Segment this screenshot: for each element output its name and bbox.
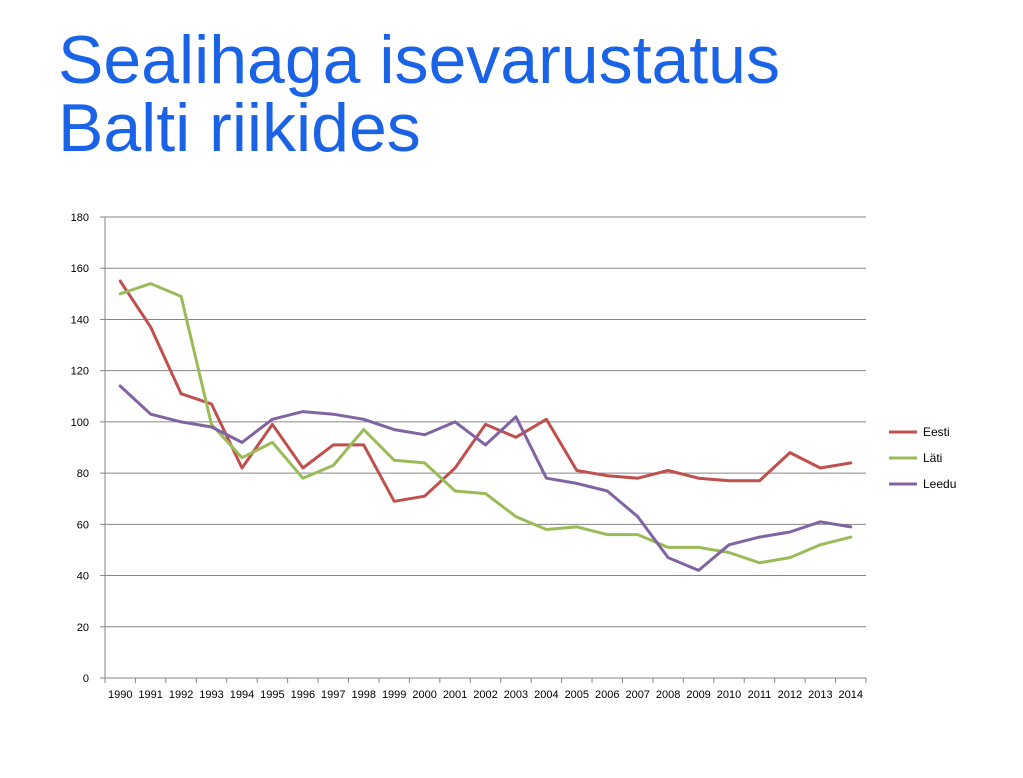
- x-tick-label: 1997: [321, 689, 345, 701]
- x-tick-label: 1992: [169, 689, 193, 701]
- y-tick-label: 100: [71, 417, 89, 429]
- x-tick-label: 1998: [351, 689, 375, 701]
- x-tick-label: 2013: [808, 689, 832, 701]
- y-tick-label: 140: [71, 314, 89, 326]
- x-tick-label: 1993: [199, 689, 223, 701]
- x-tick-label: 2006: [595, 689, 619, 701]
- x-tick-label: 2003: [504, 689, 528, 701]
- x-tick-label: 2007: [625, 689, 649, 701]
- x-tick-label: 2000: [412, 689, 436, 701]
- legend-label-läti: Läti: [923, 451, 942, 465]
- series-line-leedu: [118, 384, 853, 572]
- x-tick-label: 1995: [260, 689, 284, 701]
- y-tick-label: 160: [71, 263, 89, 275]
- x-tick-label: 1996: [291, 689, 315, 701]
- x-tick-label: 2004: [534, 689, 558, 701]
- slide-title: Sealihaga isevarustatus Balti riikides: [58, 26, 1008, 162]
- x-tick-label: 2012: [778, 689, 802, 701]
- x-tick-label: 2014: [839, 689, 863, 701]
- x-tick-label: 2010: [717, 689, 741, 701]
- y-tick-label: 180: [71, 212, 89, 224]
- x-tick-label: 2002: [473, 689, 497, 701]
- y-tick-label: 80: [77, 468, 89, 480]
- x-tick-label: 2008: [656, 689, 680, 701]
- y-tick-label: 40: [77, 571, 89, 583]
- x-tick-label: 1999: [382, 689, 406, 701]
- x-tick-label: 2001: [443, 689, 467, 701]
- series-line-eesti: [118, 279, 853, 503]
- y-tick-label: 60: [77, 519, 89, 531]
- x-tick-label: 2009: [686, 689, 710, 701]
- legend-label-leedu: Leedu: [923, 477, 956, 491]
- x-tick-label: 2005: [565, 689, 589, 701]
- x-tick-label: 1994: [230, 689, 254, 701]
- x-tick-label: 1990: [108, 689, 132, 701]
- slide-title-line-2: Balti riikides: [58, 90, 421, 166]
- y-tick-label: 20: [77, 622, 89, 634]
- series-line-läti: [118, 282, 853, 565]
- x-tick-label: 2011: [748, 689, 772, 701]
- legend-label-eesti: Eesti: [923, 425, 950, 439]
- y-tick-label: 120: [71, 366, 89, 378]
- y-tick-label: 0: [83, 673, 89, 685]
- slide-title-line-1: Sealihaga isevarustatus: [58, 22, 781, 98]
- x-tick-label: 1991: [138, 689, 162, 701]
